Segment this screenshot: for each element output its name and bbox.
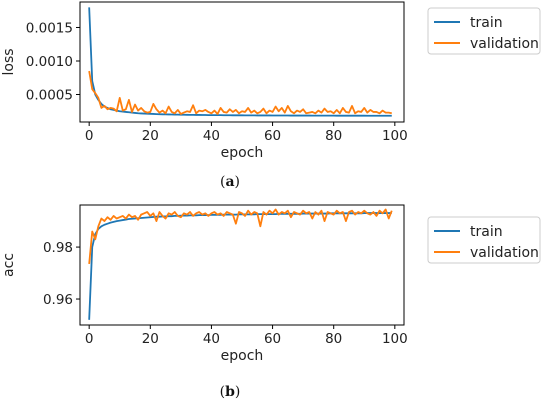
series-line-validation	[88, 208, 393, 265]
x-tick-label: 80	[325, 128, 342, 144]
y-tick-label: 0.0010	[26, 54, 73, 70]
plot-frame	[79, 204, 405, 326]
legend: train validation	[427, 216, 541, 264]
x-tick-label: 60	[264, 128, 281, 144]
y-axis-label: loss	[1, 48, 17, 75]
figure-caption: (b)	[220, 384, 241, 400]
x-axis-label: epoch	[221, 145, 264, 161]
x-tick-label: 0	[85, 331, 94, 347]
x-tick-label: 20	[142, 128, 159, 144]
legend: train validation	[427, 7, 541, 55]
x-tick-label: 20	[142, 331, 159, 347]
plot-frame	[79, 1, 405, 123]
legend-label-validation: validation	[470, 36, 539, 52]
x-tick-label: 100	[382, 128, 408, 144]
x-tick-label: 100	[382, 331, 408, 347]
x-tick-label: 0	[85, 128, 94, 144]
x-tick-label: 40	[203, 128, 220, 144]
chart-panel-b: 0 20 40 60 80 100 0.96 0.98 epoch acc train validat…	[1, 204, 541, 400]
y-tick-label: 0.0005	[26, 88, 73, 104]
series-line-train	[88, 7, 392, 117]
x-tick-label: 60	[264, 331, 281, 347]
y-tick-label: 0.0015	[26, 20, 73, 36]
legend-label-train: train	[470, 15, 503, 31]
y-tick-label: 0.98	[43, 240, 73, 256]
figure-caption: (a)	[220, 174, 240, 190]
x-tick-label: 40	[203, 331, 220, 347]
y-tick-label: 0.96	[43, 292, 73, 308]
legend-label-validation: validation	[470, 245, 539, 261]
y-axis-label: acc	[1, 253, 17, 277]
chart-panel-a: 0 20 40 60 80 100 0.0005 0.0010 0.0015 epoch loss t…	[1, 1, 541, 190]
series-line-train	[88, 212, 392, 320]
series-line-validation	[88, 70, 392, 115]
x-axis-label: epoch	[221, 348, 264, 364]
legend-label-train: train	[470, 224, 503, 240]
x-tick-label: 80	[325, 331, 342, 347]
